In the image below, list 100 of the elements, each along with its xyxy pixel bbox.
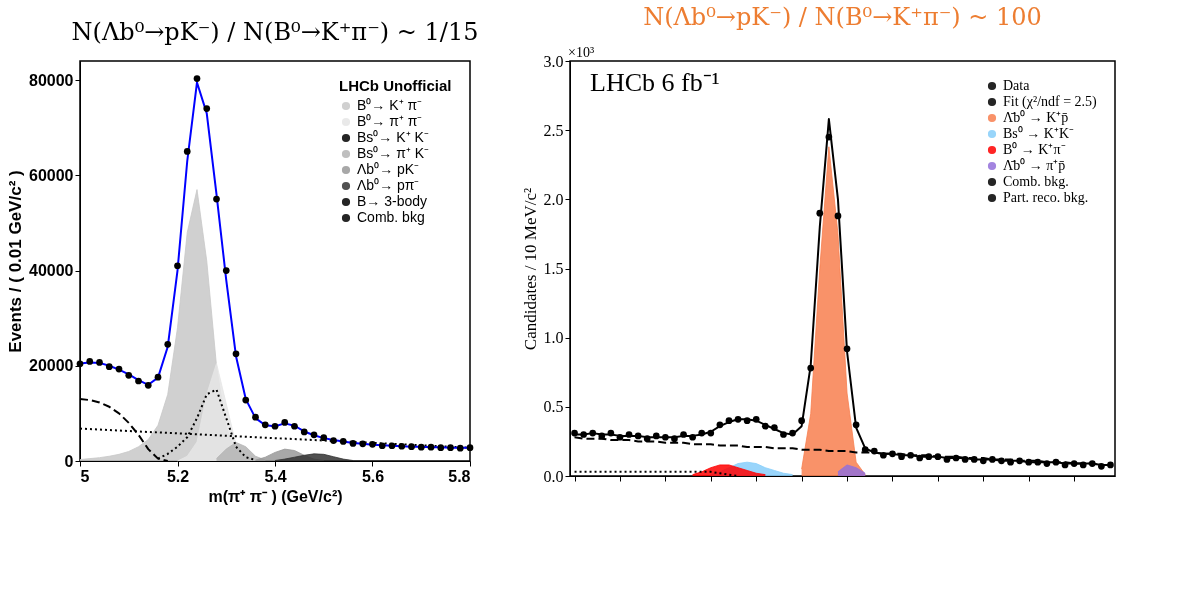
point (466, 444, 474, 452)
point (843, 345, 851, 353)
point (825, 133, 833, 141)
point (417, 443, 425, 451)
point (232, 350, 240, 358)
point (671, 435, 678, 442)
x-axis-title: m(π⁺ π⁻ ) (GeV/c²) (208, 487, 343, 505)
point (183, 148, 191, 155)
point (388, 442, 396, 450)
legend-label: Λ̄b⁰ → π⁺p̄ (1003, 158, 1066, 173)
legend-label: B⁰→ π⁺ π⁻ (357, 113, 423, 129)
point (571, 429, 578, 437)
point (1052, 458, 1060, 466)
point (398, 442, 406, 450)
legend-label: Bs⁰→ π⁺ K⁻ (357, 145, 430, 161)
legend-label: Bs⁰→ K⁺ K⁻ (357, 129, 429, 145)
point (907, 451, 914, 459)
point (716, 421, 724, 429)
point (330, 437, 337, 444)
point (943, 456, 951, 463)
point (174, 262, 181, 270)
point (1016, 457, 1023, 465)
point (281, 419, 289, 426)
legend-label: Comb. bkg (357, 209, 425, 225)
x-tick-label: 5 (80, 467, 90, 485)
point (816, 209, 824, 217)
point (1088, 460, 1096, 467)
point (961, 456, 969, 463)
point (1007, 458, 1014, 466)
point (752, 415, 760, 423)
point (359, 440, 367, 448)
point (456, 444, 464, 452)
y-tick-label: 1.5 (543, 260, 564, 277)
point (880, 451, 887, 459)
point (916, 454, 924, 462)
annotation: LHCb 6 fb⁻¹ (590, 68, 720, 97)
legend-label: B→ 3-body (357, 193, 428, 209)
text: ×10³ (568, 45, 595, 60)
point (580, 431, 587, 438)
point (1070, 460, 1078, 467)
point (643, 435, 651, 442)
y-tick-label: 0.0 (543, 467, 564, 485)
point (789, 429, 796, 437)
point (889, 450, 896, 458)
point (589, 429, 597, 437)
point (427, 443, 435, 451)
x-tick-label: 5.2 (166, 467, 190, 485)
point (771, 424, 778, 431)
y-tick-label: 80000 (29, 71, 74, 89)
point (125, 371, 133, 379)
y-axis-title: Events / ( 0.01 GeV/c² ) (6, 170, 26, 353)
y-tick-label: 3.0 (543, 52, 564, 70)
point (164, 340, 172, 348)
point (271, 422, 279, 430)
legend-label: Fit (χ²/ndf = 2.5) (1003, 94, 1098, 110)
legend-label: Λ̄b⁰ → K⁺p̄ (1003, 110, 1069, 125)
point (369, 440, 376, 448)
point (979, 457, 987, 465)
point (144, 381, 152, 389)
y-axis-title: Candidates / 10 MeV/c² (520, 187, 540, 351)
point (761, 422, 769, 430)
x-tick-label: 5.6 (361, 467, 385, 485)
point (652, 432, 660, 440)
point (349, 440, 357, 447)
point (662, 433, 669, 441)
point (261, 421, 269, 429)
point (989, 456, 996, 463)
y-tick-label: 0.5 (543, 398, 564, 416)
point (76, 360, 84, 368)
point (135, 377, 142, 385)
point (86, 358, 94, 365)
legend-label: B⁰ → K⁺π⁻ (1003, 142, 1066, 157)
point (154, 373, 162, 381)
y-tick-label: 60000 (29, 166, 74, 184)
chart-title: N(Λb⁰→pK⁻) / N(B⁰→K⁺π⁻) ~ 100 (643, 3, 1042, 31)
point (193, 75, 201, 82)
point (1098, 462, 1105, 470)
point (698, 429, 706, 437)
point (203, 105, 211, 112)
point (952, 454, 960, 462)
legend-label: Λb⁰→ pK⁻ (357, 161, 420, 177)
point (310, 431, 318, 439)
point (408, 443, 415, 451)
point (1043, 460, 1051, 467)
point (242, 396, 250, 404)
point (447, 444, 454, 452)
point (598, 432, 606, 440)
point (291, 422, 298, 430)
point (222, 267, 230, 274)
point (725, 417, 733, 425)
chart-title: N(Λb⁰→pK⁻) / N(B⁰→K⁺π⁻) ~ 1/15 (71, 18, 479, 46)
legend-label: Comb. bkg. (1003, 174, 1069, 189)
point (689, 433, 696, 441)
legend-label: Λb⁰→ pπ⁻ (357, 177, 420, 193)
point (634, 432, 642, 440)
point (743, 417, 751, 425)
point (96, 359, 103, 366)
point (1107, 461, 1114, 469)
y-tick-label: 2.0 (543, 190, 564, 208)
legend-title: LHCb Unofficial (339, 77, 452, 94)
